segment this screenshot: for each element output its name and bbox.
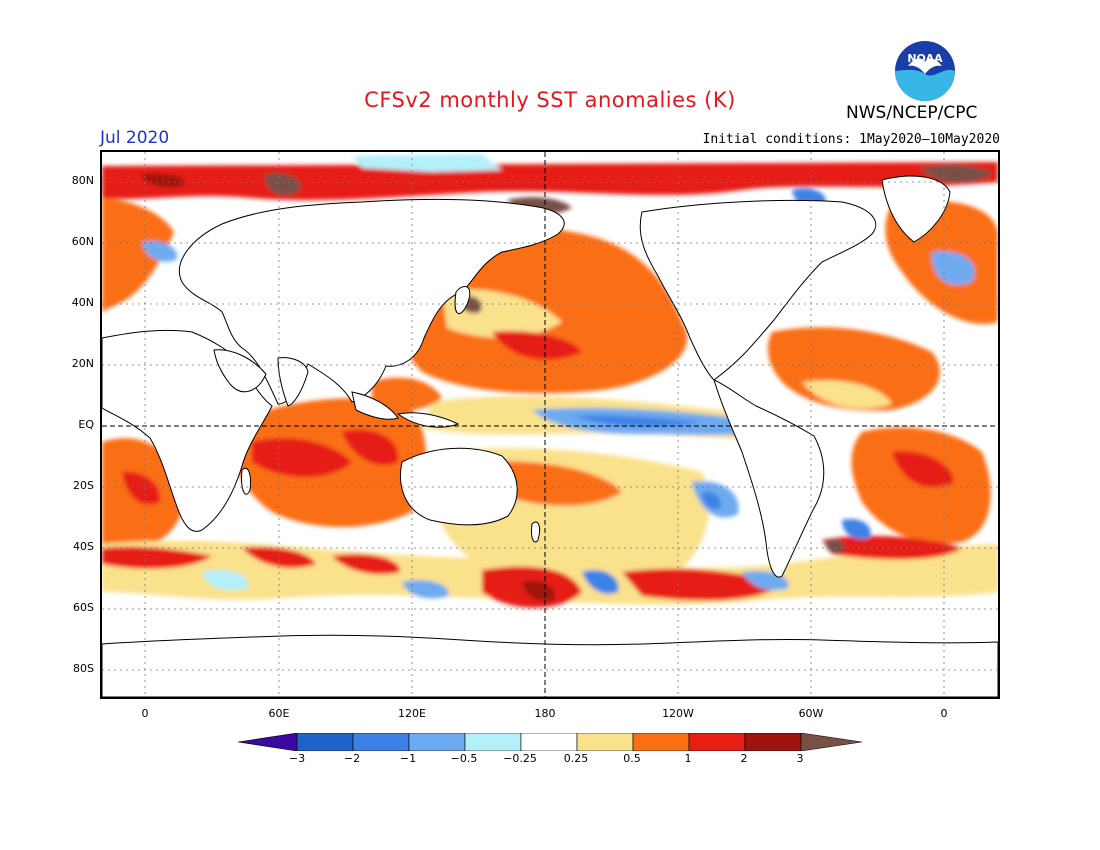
colorbar-graphic: [237, 732, 863, 752]
lon-label-60w: 60W: [798, 707, 824, 720]
land-masses: [102, 175, 998, 697]
colorbar-label: 3: [796, 752, 804, 765]
lon-label-0: 0: [141, 707, 149, 720]
sst-anomaly-map: [100, 150, 1000, 699]
lon-label-120e: 120E: [398, 707, 426, 720]
lat-label-40s: 40S: [73, 540, 94, 553]
colorbar-cell: [352, 732, 410, 752]
graticule: [102, 152, 998, 697]
colorbar-cell: [688, 732, 746, 752]
lat-label-20n: 20N: [71, 357, 94, 370]
initial-conditions: Initial conditions: 1May2020—10May2020: [702, 132, 1000, 147]
colorbar: [237, 732, 863, 752]
anomaly-field: [102, 154, 998, 608]
lat-label-80s: 80S: [73, 662, 94, 675]
noaa-logo-text: NOAA: [907, 52, 943, 65]
colorbar-cell: [576, 732, 634, 752]
colorbar-label: 2: [740, 752, 748, 765]
colorbar-label: −3: [288, 752, 306, 765]
colorbar-low-extension: [237, 732, 298, 752]
map-canvas: [102, 152, 998, 697]
colorbar-label: −0.25: [503, 752, 537, 765]
colorbar-cell: [520, 732, 578, 752]
colorbar-label: −0.5: [450, 752, 478, 765]
colorbar-cell: [632, 732, 690, 752]
lon-label-60e: 60E: [268, 707, 290, 720]
chart-title: CFSv2 monthly SST anomalies (K): [364, 88, 736, 112]
lat-label-eq: EQ: [78, 418, 94, 431]
noaa-logo: NOAA: [894, 40, 956, 102]
colorbar-label: 0.5: [623, 752, 641, 765]
colorbar-cell: [464, 732, 522, 752]
lat-label-80n: 80N: [71, 174, 94, 187]
reference-lines: [102, 152, 998, 697]
colorbar-high-extension: [800, 732, 863, 752]
colorbar-label: −1: [399, 752, 417, 765]
agency-label: NWS/NCEP/CPC: [846, 103, 978, 123]
lon-label-180: 180: [534, 707, 556, 720]
lat-label-20s: 20S: [73, 479, 94, 492]
forecast-month: Jul 2020: [100, 128, 170, 148]
colorbar-label: 1: [684, 752, 692, 765]
lat-label-40n: 40N: [71, 296, 94, 309]
colorbar-cells: [237, 732, 863, 752]
noaa-logo-graphic: NOAA: [895, 41, 955, 101]
lon-label-0-east: 0: [940, 707, 948, 720]
lon-label-120w: 120W: [662, 707, 694, 720]
colorbar-label: −2: [343, 752, 361, 765]
lat-label-60n: 60N: [71, 235, 94, 248]
colorbar-cell: [408, 732, 466, 752]
colorbar-label: 0.25: [563, 752, 589, 765]
colorbar-cell: [744, 732, 802, 752]
colorbar-cell: [296, 732, 354, 752]
lat-label-60s: 60S: [73, 601, 94, 614]
